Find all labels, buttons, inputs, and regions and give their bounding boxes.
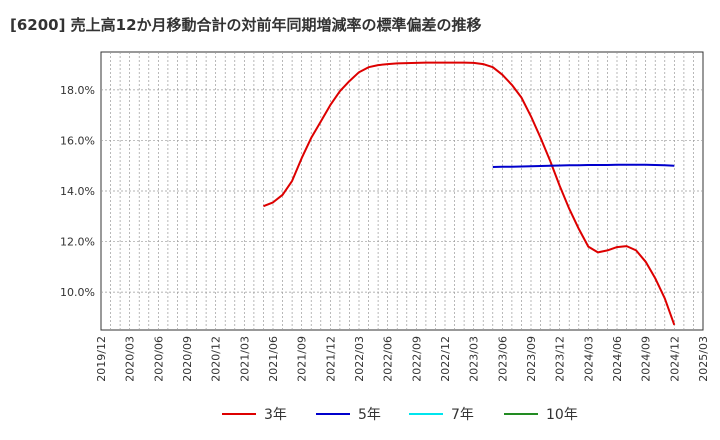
y-tick-label: 14.0% [60, 185, 95, 198]
y-tick-label: 12.0% [60, 236, 95, 249]
x-tick-label: 2023/06 [496, 336, 509, 382]
y-axis-ticks: 10.0% 12.0% 14.0% 16.0% 18.0% [60, 84, 95, 299]
x-tick-label: 2022/09 [410, 336, 423, 382]
series-line-3年 [263, 61, 676, 326]
chart-title: [6200] 売上高12か月移動合計の対前年同期増減率の標準偏差の推移 [10, 16, 482, 34]
x-tick-label: 2022/06 [382, 336, 395, 382]
x-tick-label: 2021/09 [296, 336, 309, 382]
legend-label-5年: 5年 [358, 407, 381, 423]
x-tick-label: 2021/03 [238, 336, 251, 382]
x-tick-label: 2020/06 [152, 336, 165, 382]
x-tick-label: 2019/12 [95, 336, 108, 382]
series-line-5年 [492, 163, 675, 168]
legend-label-7年: 7年 [451, 407, 474, 423]
legend-label-10年: 10年 [546, 407, 578, 423]
series-lines [263, 61, 676, 326]
x-tick-label: 2023/09 [525, 336, 538, 382]
grid-lines [101, 52, 703, 330]
x-tick-label: 2021/06 [267, 336, 280, 382]
y-tick-label: 16.0% [60, 134, 95, 147]
x-tick-label: 2023/12 [554, 336, 567, 382]
x-tick-label: 2023/03 [468, 336, 481, 382]
x-tick-label: 2022/03 [353, 336, 366, 382]
x-tick-label: 2022/12 [439, 336, 452, 382]
x-tick-label: 2024/09 [640, 336, 653, 382]
x-axis-ticks: 2019/12 2020/03 2020/06 2020/09 2020/12 2021/… [95, 336, 710, 382]
x-tick-label: 2025/03 [697, 336, 710, 382]
x-tick-label: 2024/12 [668, 336, 681, 382]
x-tick-label: 2020/03 [124, 336, 137, 382]
y-tick-label: 18.0% [60, 84, 95, 97]
x-tick-label: 2021/12 [324, 336, 337, 382]
x-tick-label: 2020/09 [181, 336, 194, 382]
x-tick-label: 2024/03 [582, 336, 595, 382]
legend: 3年 5年 7年 10年 [222, 407, 578, 423]
y-tick-label: 10.0% [60, 286, 95, 299]
x-tick-label: 2020/12 [210, 336, 223, 382]
x-tick-label: 2024/06 [611, 336, 624, 382]
legend-label-3年: 3年 [264, 407, 287, 423]
